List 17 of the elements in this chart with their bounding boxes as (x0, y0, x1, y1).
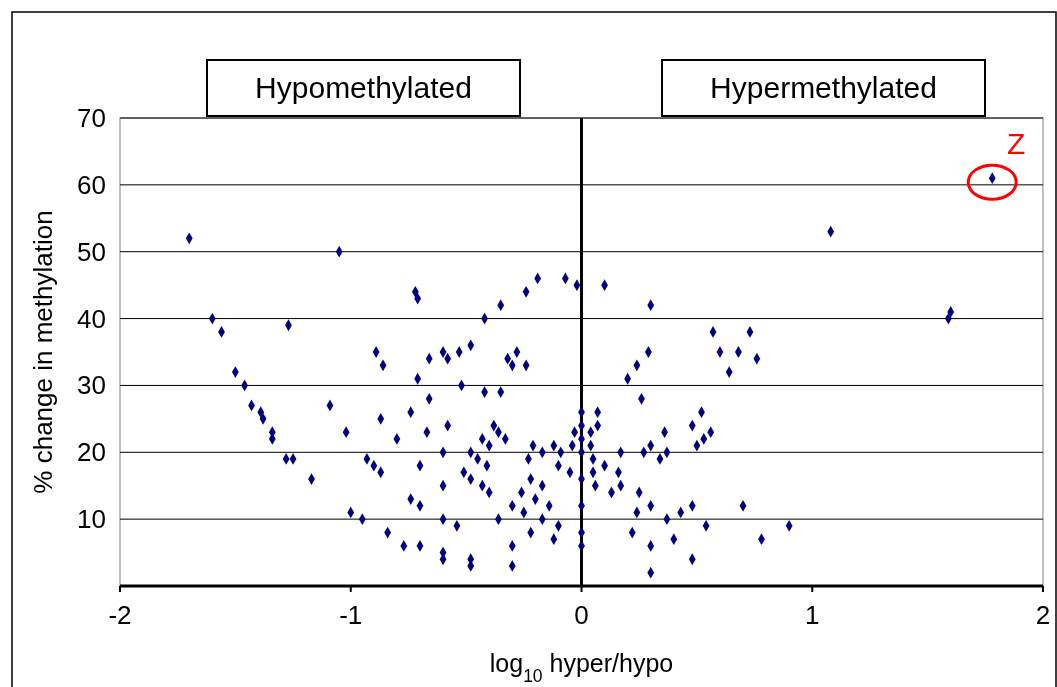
annotation: Z (1007, 127, 1026, 161)
y-tick-label: 70 (77, 103, 106, 133)
x-tick-label: -2 (108, 600, 132, 630)
y-tick-label: 40 (77, 303, 106, 334)
y-tick-label: 20 (77, 437, 106, 468)
y-tick-label: 50 (77, 236, 106, 267)
text: Hypomethylated (255, 71, 472, 104)
x-tick-label: -1 (339, 600, 363, 630)
text: Hypermethylated (710, 71, 937, 104)
x-tick-label: 2 (1035, 600, 1051, 630)
y-tick-label: 60 (77, 169, 106, 200)
y-tick-label: 10 (77, 504, 106, 535)
y-tick-label: 30 (77, 370, 106, 401)
y-axis-title: % change in methylation (28, 210, 58, 494)
x-tick-label: 0 (574, 600, 589, 630)
x-tick-label: 1 (805, 600, 820, 630)
x-axis-title: log$_{10}$ hyper/hypo (489, 649, 674, 686)
